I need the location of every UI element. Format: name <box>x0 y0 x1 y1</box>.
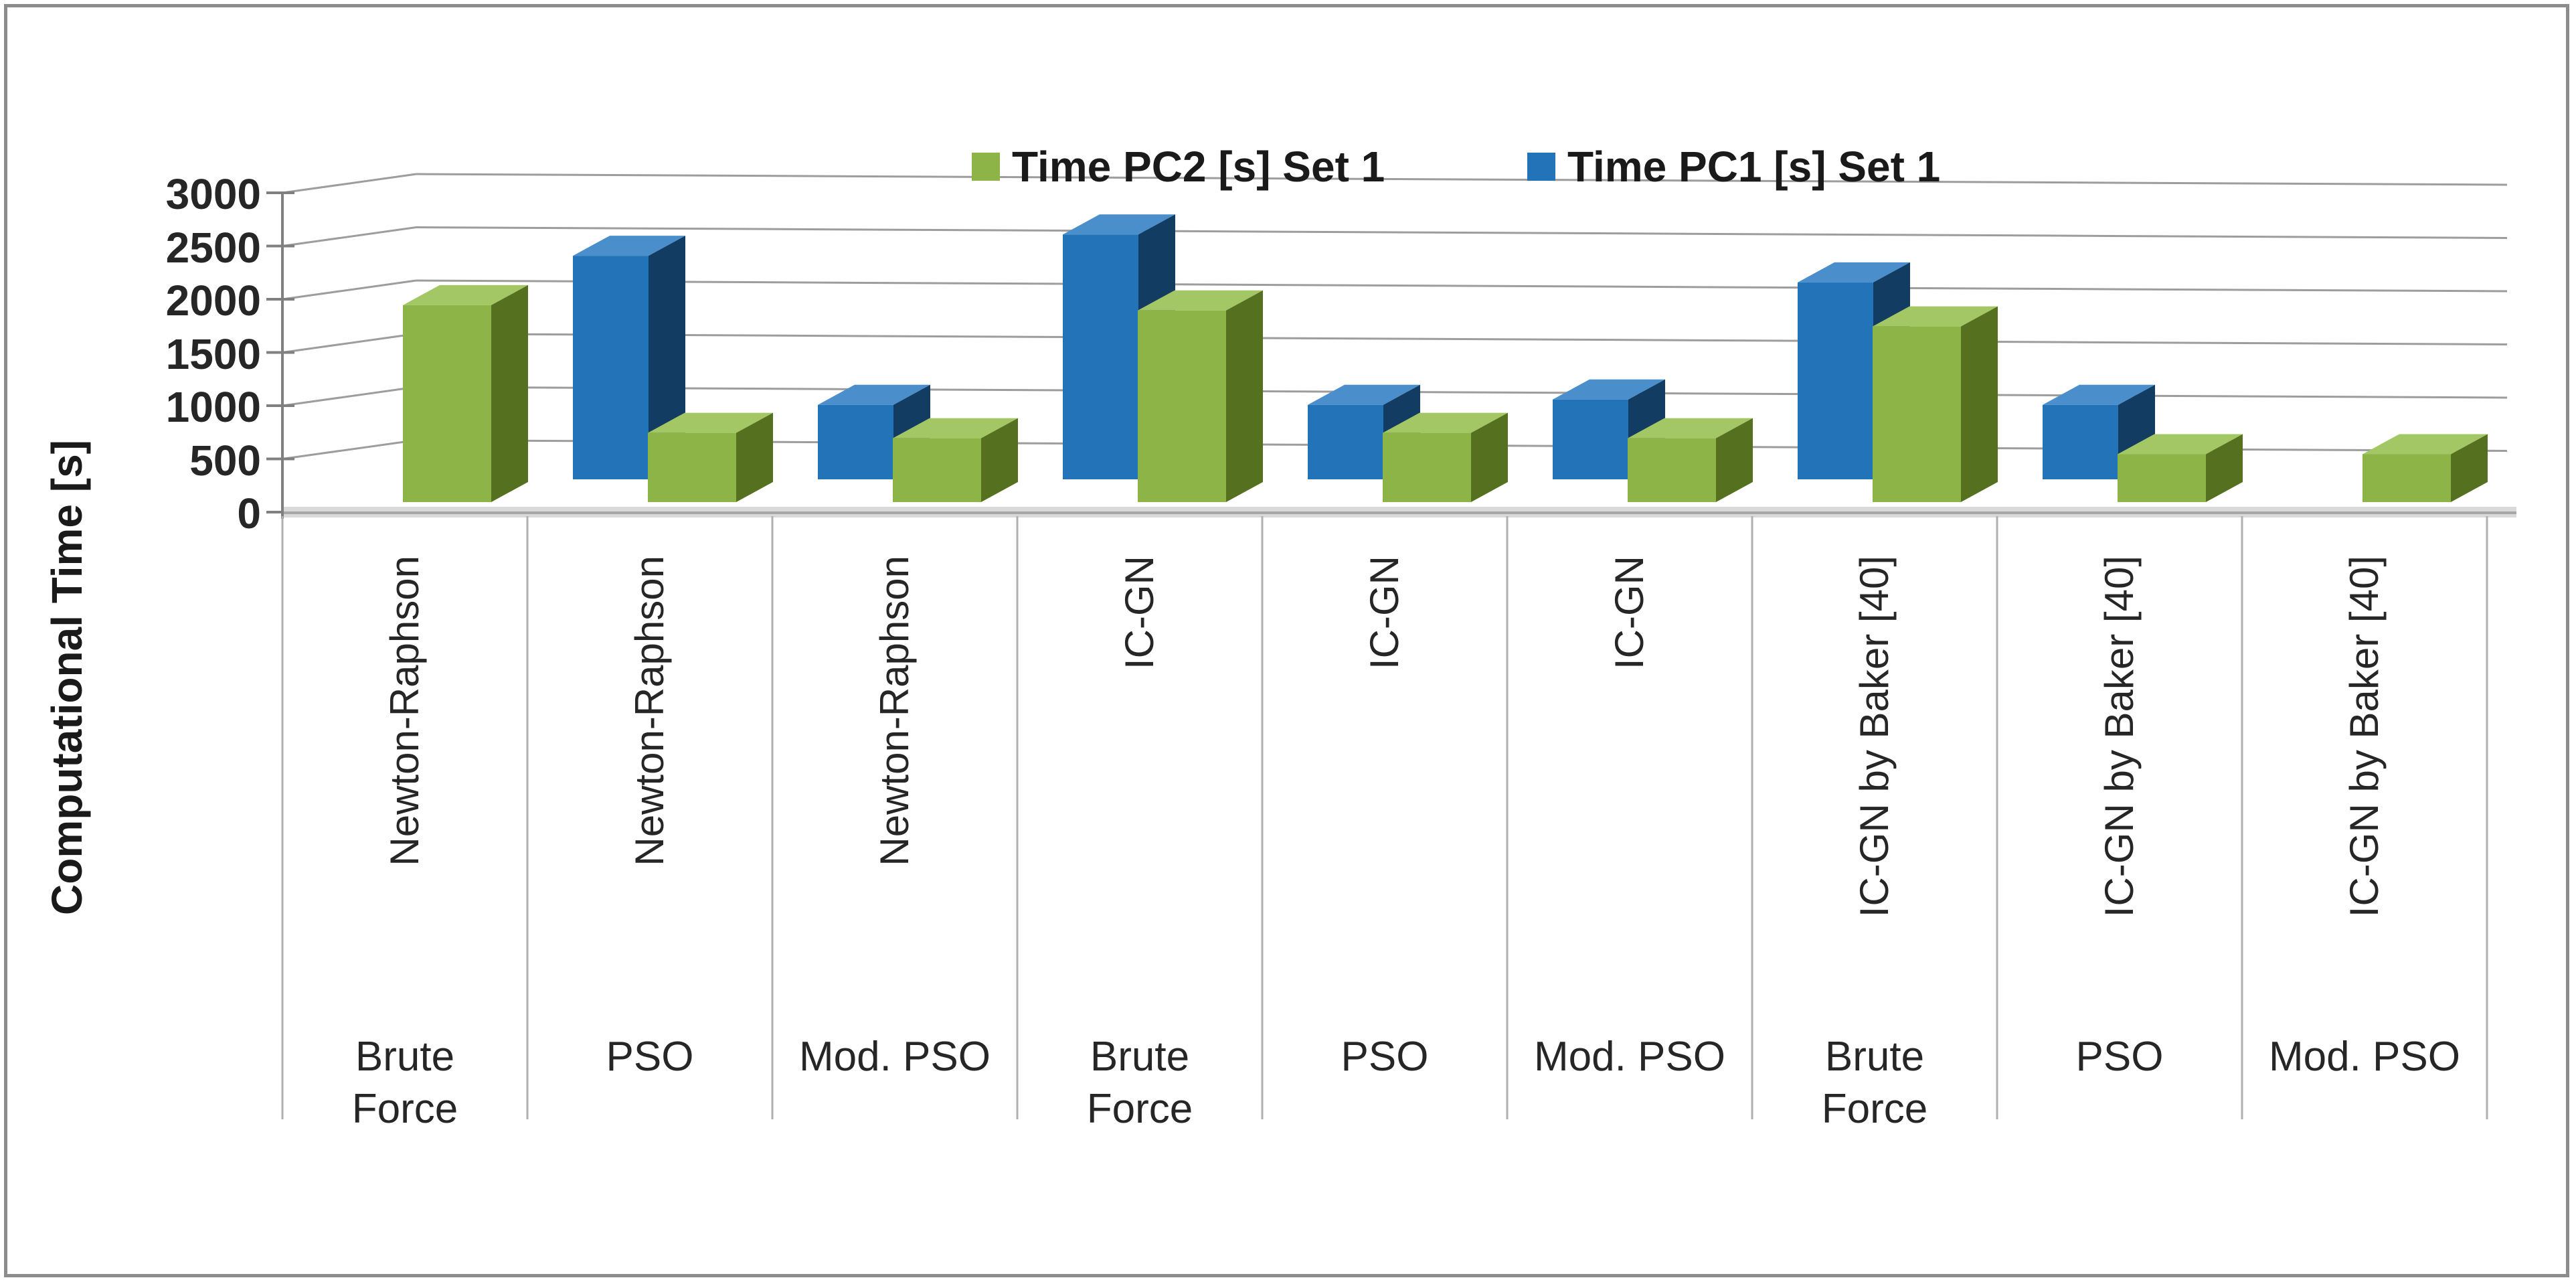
bar-pc1-cat4 <box>1308 404 1383 479</box>
category-method-label-0: Newton-Raphson <box>382 556 427 866</box>
bar-top-1-cat5 <box>1553 379 1665 400</box>
bar-pc1-cat7 <box>2043 404 2118 479</box>
gridline-depth-500 <box>282 439 417 460</box>
bar-top-1-cat6 <box>1798 262 1910 283</box>
bar-side-0-cat7 <box>2206 434 2243 502</box>
bar-top-1-cat2 <box>818 384 930 405</box>
legend-label-pc1: Time PC1 [s] Set 1 <box>1567 143 1941 191</box>
bar-side-0-cat2 <box>981 418 1018 502</box>
bar-pc2-cat0 <box>403 305 491 502</box>
figure-border <box>4 4 2569 1277</box>
legend-item-pc1: Time PC1 [s] Set 1 <box>1527 142 1940 191</box>
bar-top-0-cat0 <box>403 285 528 305</box>
legend-label-pc2: Time PC2 [s] Set 1 <box>1012 143 1385 191</box>
bar-top-0-cat2 <box>893 418 1018 438</box>
bar-pc2-cat7 <box>2118 454 2206 502</box>
bar-side-0-cat1 <box>736 412 773 502</box>
bar-top-0-cat6 <box>1873 306 1998 327</box>
category-group-label-3: Brute Force <box>1086 1034 1193 1132</box>
y-axis-title: Computational Time [s] <box>43 440 91 915</box>
category-method-label-2: Newton-Raphson <box>872 556 917 866</box>
bar-top-0-cat5 <box>1628 418 1753 438</box>
bar-side-0-cat8 <box>2451 434 2488 502</box>
bar-top-0-cat7 <box>2118 434 2243 455</box>
category-group-label-2: Mod. PSO <box>799 1034 991 1080</box>
category-method-label-3: IC-GN <box>1117 556 1162 669</box>
bar-top-0-cat1 <box>648 412 773 433</box>
bar-side-0-cat3 <box>1226 290 1263 502</box>
gridline-2000 <box>416 279 2508 293</box>
gridline-1500 <box>416 333 2508 345</box>
y-tick-label-0: 0 <box>237 489 261 538</box>
category-group-label-1: PSO <box>606 1034 694 1080</box>
gridline-1000 <box>416 386 2508 399</box>
gridline-2500 <box>416 226 2508 239</box>
bar-pc2-cat2 <box>893 438 981 502</box>
y-tick-label-3000: 3000 <box>165 170 261 218</box>
bar-top-1-cat4 <box>1308 384 1420 405</box>
bar-pc1-cat6 <box>1798 282 1873 479</box>
category-group-label-7: PSO <box>2075 1034 2164 1080</box>
legend-swatch-pc1 <box>1527 153 1555 181</box>
category-method-label-1: Newton-Raphson <box>627 556 672 866</box>
category-group-label-0: Brute Force <box>351 1034 458 1132</box>
gridline-3000 <box>416 173 2508 186</box>
category-method-label-4: IC-GN <box>1362 556 1407 669</box>
bar-top-0-cat8 <box>2363 434 2488 455</box>
bar-pc2-cat1 <box>648 432 736 502</box>
bar-pc2-cat3 <box>1138 310 1226 502</box>
bar-pc1-cat5 <box>1553 399 1628 479</box>
bar-side-0-cat6 <box>1961 306 1998 502</box>
category-group-label-8: Mod. PSO <box>2269 1034 2460 1080</box>
gridline-depth-1000 <box>282 386 417 407</box>
gridline-depth-2000 <box>282 279 417 301</box>
y-tick-label-1500: 1500 <box>165 329 261 378</box>
category-group-label-6: Brute Force <box>1821 1034 1928 1132</box>
category-method-label-7: IC-GN by Baker [40] <box>2097 556 2142 918</box>
category-method-label-8: IC-GN by Baker [40] <box>2342 556 2387 918</box>
y-tick-label-2000: 2000 <box>165 276 261 325</box>
bar-pc2-cat5 <box>1628 438 1716 502</box>
category-group-label-5: Mod. PSO <box>1534 1034 1725 1080</box>
bar-side-0-cat0 <box>491 285 528 502</box>
bar-top-1-cat7 <box>2043 384 2155 405</box>
bar-top-0-cat3 <box>1138 290 1263 311</box>
legend-item-pc2: Time PC2 [s] Set 1 <box>972 142 1385 191</box>
y-tick-label-500: 500 <box>189 436 261 485</box>
bar-top-1-cat3 <box>1063 214 1175 235</box>
bar-pc2-cat6 <box>1873 326 1961 502</box>
bar-pc1-cat1 <box>573 256 649 479</box>
bar-pc2-cat8 <box>2363 454 2451 502</box>
bar-side-0-cat5 <box>1716 418 1753 502</box>
bar-pc1-cat2 <box>818 404 893 479</box>
gridline-depth-2500 <box>282 226 417 247</box>
bar-top-0-cat4 <box>1383 412 1508 433</box>
legend-swatch-pc2 <box>972 153 1000 181</box>
y-tick-label-2500: 2500 <box>165 223 261 272</box>
gridline-depth-1500 <box>282 333 417 353</box>
bar-top-1-cat1 <box>573 236 685 256</box>
bar-side-0-cat4 <box>1471 412 1508 502</box>
gridline-depth-3000 <box>282 173 417 194</box>
category-method-label-6: IC-GN by Baker [40] <box>1852 556 1897 918</box>
category-group-label-4: PSO <box>1341 1034 1429 1080</box>
y-tick-label-1000: 1000 <box>165 383 261 431</box>
category-method-label-5: IC-GN <box>1607 556 1652 669</box>
bar-pc1-cat3 <box>1063 234 1138 479</box>
bar-pc2-cat4 <box>1383 432 1471 502</box>
